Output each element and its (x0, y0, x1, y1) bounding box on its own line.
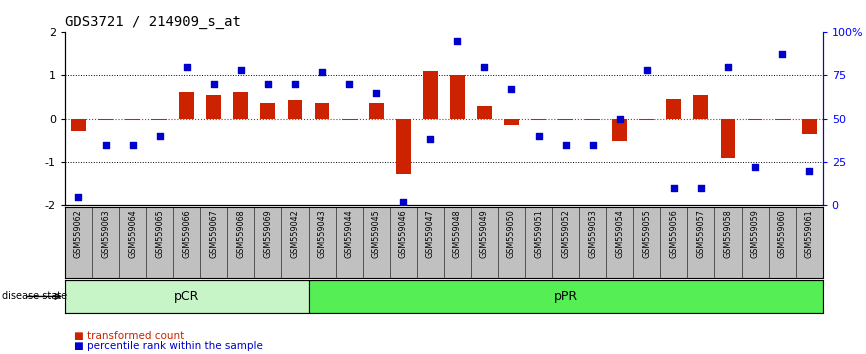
Bar (423, 71, 437, 119)
Text: GSM559068: GSM559068 (236, 209, 245, 258)
Text: ■ percentile rank within the sample: ■ percentile rank within the sample (74, 341, 262, 351)
Bar (126, 119, 140, 120)
Bar (206, 95, 221, 119)
Bar (639, 119, 654, 120)
Point (613, 116, 627, 121)
Point (72, 194, 86, 200)
Bar (721, 119, 735, 158)
Bar (314, 103, 329, 119)
Text: GSM559050: GSM559050 (507, 209, 516, 258)
Text: GSM559066: GSM559066 (182, 209, 191, 258)
Point (450, 38, 464, 44)
Point (397, 199, 410, 205)
Point (315, 69, 329, 75)
Text: GSM559052: GSM559052 (561, 209, 570, 258)
Text: GSM559049: GSM559049 (480, 209, 489, 258)
Text: GSM559058: GSM559058 (723, 209, 733, 258)
Bar (152, 119, 167, 120)
Text: GDS3721 / 214909_s_at: GDS3721 / 214909_s_at (65, 16, 241, 29)
Point (234, 67, 248, 73)
Point (748, 164, 762, 170)
Text: pPR: pPR (553, 290, 578, 303)
Text: GSM559056: GSM559056 (669, 209, 678, 258)
Bar (559, 119, 573, 120)
Point (585, 142, 599, 147)
Point (152, 133, 166, 139)
Text: GSM559057: GSM559057 (696, 209, 706, 258)
Text: GSM559043: GSM559043 (318, 209, 326, 258)
Point (180, 64, 194, 69)
Point (694, 185, 708, 191)
Text: GSM559062: GSM559062 (74, 209, 83, 258)
Bar (747, 119, 762, 120)
Point (369, 90, 383, 96)
Point (99, 142, 113, 147)
Point (532, 133, 546, 139)
Text: GSM559069: GSM559069 (263, 209, 273, 258)
Text: GSM559061: GSM559061 (805, 209, 814, 258)
Text: pCR: pCR (174, 290, 199, 303)
Bar (288, 101, 302, 119)
Bar (396, 119, 410, 174)
Bar (667, 99, 682, 119)
Point (721, 64, 735, 69)
Point (775, 52, 789, 57)
Text: GSM559064: GSM559064 (128, 209, 137, 258)
Point (423, 137, 437, 142)
Point (207, 81, 221, 87)
Text: GSM559054: GSM559054 (615, 209, 624, 258)
Text: ■ transformed count: ■ transformed count (74, 331, 184, 341)
Bar (342, 119, 357, 120)
Bar (585, 119, 600, 120)
Text: GSM559044: GSM559044 (345, 209, 353, 258)
Bar (71, 119, 86, 131)
Text: disease state: disease state (2, 291, 67, 302)
Bar (694, 95, 708, 119)
Bar (504, 119, 519, 125)
Text: GSM559047: GSM559047 (426, 209, 435, 258)
Bar (369, 103, 384, 119)
Point (261, 81, 275, 87)
Bar (531, 119, 546, 120)
Bar (612, 119, 627, 141)
Point (802, 168, 816, 173)
Bar (234, 92, 249, 119)
Bar (179, 92, 194, 119)
Text: GSM559059: GSM559059 (751, 209, 759, 258)
Text: GSM559055: GSM559055 (643, 209, 651, 258)
Bar (65, 280, 308, 313)
Text: GSM559053: GSM559053 (588, 209, 598, 258)
Text: GSM559046: GSM559046 (398, 209, 408, 258)
Text: GSM559051: GSM559051 (534, 209, 543, 258)
Bar (802, 119, 817, 134)
Point (640, 67, 654, 73)
Bar (477, 107, 492, 119)
Bar (450, 75, 465, 119)
Bar (308, 280, 823, 313)
Text: GSM559048: GSM559048 (453, 209, 462, 258)
Text: GSM559042: GSM559042 (290, 209, 300, 258)
Point (126, 142, 139, 147)
Point (667, 185, 681, 191)
Point (559, 142, 572, 147)
Bar (775, 119, 790, 120)
Text: GSM559065: GSM559065 (155, 209, 165, 258)
Text: GSM559067: GSM559067 (210, 209, 218, 258)
Point (342, 81, 356, 87)
Point (288, 81, 302, 87)
Text: GSM559063: GSM559063 (101, 209, 110, 258)
Text: GSM559060: GSM559060 (778, 209, 786, 258)
Bar (98, 119, 113, 120)
Point (477, 64, 491, 69)
Point (505, 86, 519, 92)
Bar (261, 103, 275, 119)
Text: GSM559045: GSM559045 (372, 209, 381, 258)
